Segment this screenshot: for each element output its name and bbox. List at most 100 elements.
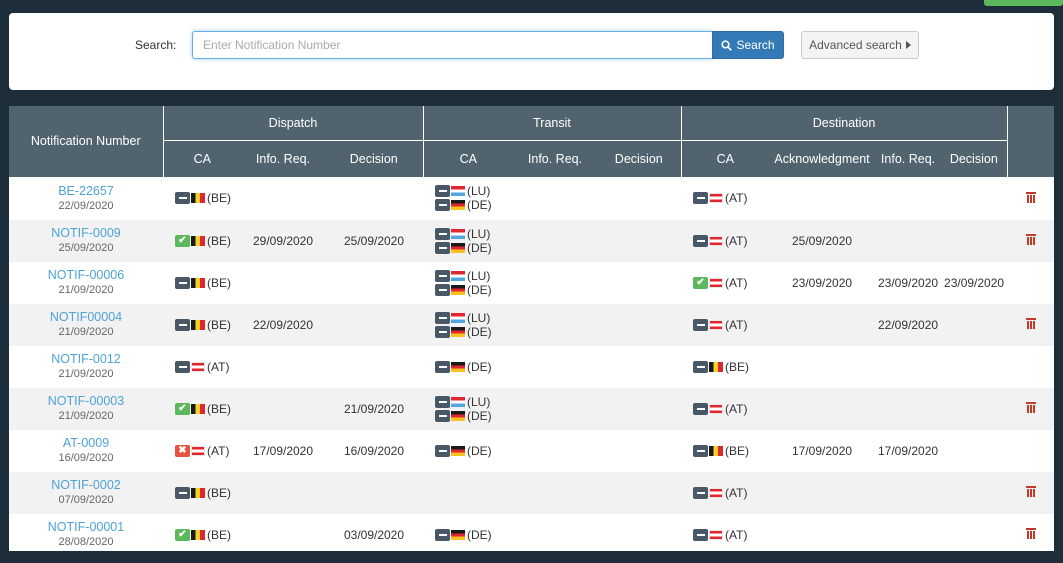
trash-icon[interactable]	[1025, 485, 1036, 497]
ca-entry: (LU)	[435, 311, 513, 325]
status-minus-icon[interactable]	[435, 395, 450, 408]
status-minus-icon[interactable]	[693, 234, 709, 247]
country-code: (BE)	[207, 485, 231, 500]
notification-link[interactable]: NOTIF-0012	[51, 351, 121, 366]
status-minus-icon[interactable]	[435, 227, 450, 240]
dispatch-decision	[325, 303, 423, 346]
notification-link[interactable]: NOTIF-0009	[51, 225, 121, 240]
ca-entry: (DE)	[435, 527, 513, 543]
top-action-button-edge[interactable]	[984, 0, 1063, 6]
notification-link[interactable]: NOTIF-00003	[47, 393, 125, 408]
status-minus-icon[interactable]	[175, 360, 190, 373]
notification-link[interactable]: AT-0009	[62, 435, 110, 450]
col-transit-decision[interactable]: Decision	[597, 140, 682, 177]
group-destination: Destination	[680, 106, 1008, 141]
col-dispatch-decision[interactable]: Decision	[325, 140, 423, 177]
ca-entry: (AT)	[693, 527, 769, 543]
flag-be-icon	[191, 193, 205, 204]
status-minus-icon[interactable]	[175, 486, 190, 499]
status-minus-icon[interactable]	[435, 311, 450, 324]
ca-cell: ✔ (AT)	[681, 261, 770, 304]
status-minus-icon[interactable]	[435, 283, 450, 296]
status-check-icon[interactable]: ✔	[175, 402, 190, 415]
transit-info-req	[513, 345, 597, 388]
dispatch-info-req: 29/09/2020	[241, 219, 325, 262]
notification-cell: NOTIF-0002 07/09/2020	[9, 471, 163, 514]
status-check-icon[interactable]: ✔	[175, 528, 190, 541]
status-check-icon[interactable]: ✔	[693, 276, 709, 289]
status-minus-icon[interactable]	[435, 325, 450, 338]
destination-acknowledgment	[769, 513, 876, 551]
destination-decision: 23/09/2020	[941, 261, 1008, 304]
status-minus-icon[interactable]	[693, 402, 709, 415]
status-minus-icon[interactable]	[435, 185, 450, 198]
col-transit-ca[interactable]: CA	[422, 140, 513, 177]
col-destination-decision[interactable]: Decision	[941, 140, 1008, 177]
col-dispatch-ca[interactable]: CA	[163, 140, 241, 177]
status-minus-icon[interactable]	[435, 199, 450, 212]
status-minus-icon[interactable]	[175, 318, 190, 331]
ca-entry: (DE)	[435, 325, 513, 339]
ca-cell: (BE)	[681, 429, 770, 472]
ca-entry: ✔ (BE)	[175, 233, 241, 249]
status-minus-icon[interactable]	[693, 318, 709, 331]
status-minus-icon[interactable]	[435, 444, 450, 457]
destination-info-req	[875, 177, 942, 220]
flag-de-icon	[451, 326, 465, 337]
ca-entry: (LU)	[435, 227, 513, 241]
notification-link[interactable]: NOTIF-0002	[51, 477, 121, 492]
search-button-label: Search	[736, 38, 775, 52]
col-destination-info-req[interactable]: Info. Req.	[875, 140, 942, 177]
status-x-icon[interactable]: ✖	[175, 444, 190, 457]
ca-cell: ✔ (BE)	[163, 387, 241, 430]
country-code: (AT)	[725, 233, 748, 248]
advanced-search-button[interactable]: Advanced search	[801, 31, 919, 59]
destination-acknowledgment	[769, 471, 876, 514]
trash-icon[interactable]	[1025, 527, 1036, 539]
status-minus-icon[interactable]	[175, 276, 190, 289]
trash-icon[interactable]	[1025, 317, 1036, 329]
flag-be-icon	[191, 403, 205, 414]
status-minus-icon[interactable]	[435, 409, 450, 422]
status-minus-icon[interactable]	[693, 528, 709, 541]
col-actions	[1006, 106, 1054, 178]
notification-cell: BE-22657 22/09/2020	[9, 177, 163, 220]
col-destination-ca[interactable]: CA	[680, 140, 770, 177]
transit-decision	[597, 177, 682, 220]
status-minus-icon[interactable]	[693, 360, 709, 373]
flag-de-icon	[451, 361, 465, 372]
col-dispatch-info-req[interactable]: Info. Req.	[241, 140, 325, 177]
notification-link[interactable]: NOTIF-00001	[47, 519, 125, 534]
trash-icon[interactable]	[1025, 233, 1036, 245]
search-input[interactable]	[192, 31, 712, 59]
status-minus-icon[interactable]	[435, 269, 450, 282]
trash-icon[interactable]	[1025, 401, 1036, 413]
dispatch-decision: 16/09/2020	[325, 429, 423, 472]
status-minus-icon[interactable]	[435, 241, 450, 254]
status-check-icon[interactable]: ✔	[175, 234, 190, 247]
country-code: (BE)	[207, 527, 231, 542]
flag-be-icon	[709, 445, 724, 456]
country-code: (BE)	[207, 275, 231, 290]
notification-link[interactable]: NOTIF00004	[49, 309, 123, 324]
country-code: (BE)	[207, 191, 231, 206]
notification-link[interactable]: NOTIF-00006	[47, 267, 125, 282]
status-minus-icon[interactable]	[435, 360, 450, 373]
search-button[interactable]: Search	[712, 31, 784, 59]
col-notification-number[interactable]: Notification Number	[9, 106, 164, 178]
transit-decision	[597, 387, 682, 430]
notification-link[interactable]: BE-22657	[58, 183, 114, 198]
transit-info-req	[513, 177, 597, 220]
status-minus-icon[interactable]	[435, 528, 450, 541]
actions-cell	[1007, 387, 1054, 430]
col-destination-acknowledgment[interactable]: Acknowledgment	[769, 140, 876, 177]
col-transit-info-req[interactable]: Info. Req.	[513, 140, 597, 177]
trash-icon[interactable]	[1025, 191, 1036, 203]
status-minus-icon[interactable]	[175, 192, 190, 205]
country-code: (LU)	[467, 394, 491, 409]
status-minus-icon[interactable]	[693, 444, 709, 457]
ca-cell: (BE)	[163, 471, 241, 514]
dispatch-decision	[325, 345, 423, 388]
status-minus-icon[interactable]	[693, 192, 709, 205]
status-minus-icon[interactable]	[693, 486, 709, 499]
